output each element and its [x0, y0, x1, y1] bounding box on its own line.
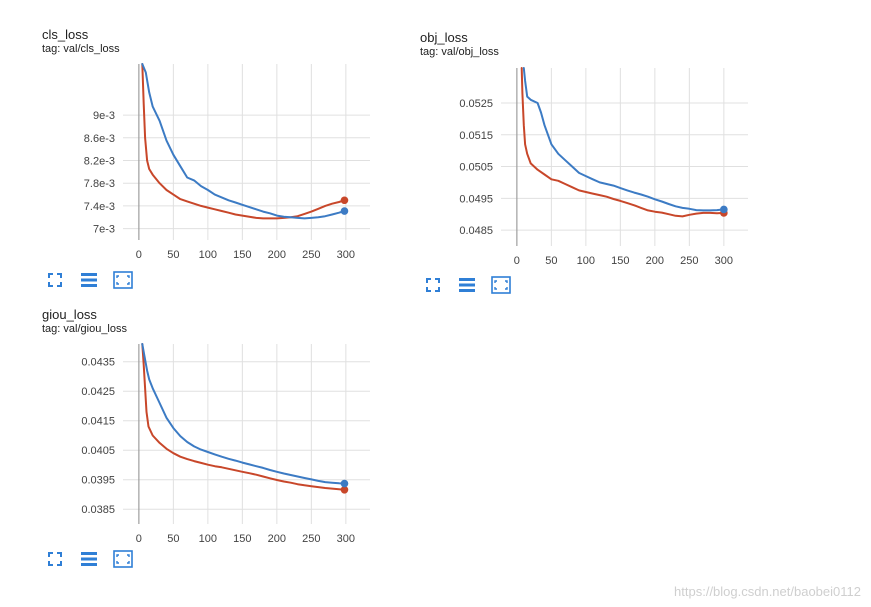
- y-tick-label: 7.4e-3: [84, 201, 115, 213]
- series-endpoint-red: [340, 196, 349, 205]
- x-tick-label: 250: [302, 249, 320, 261]
- x-tick-label: 250: [302, 533, 320, 545]
- chart-toolbar: [422, 275, 512, 295]
- chart-title: obj_loss: [420, 30, 468, 45]
- series-line-red: [141, 63, 346, 220]
- x-tick-label: 150: [233, 249, 251, 261]
- y-tick-label: 8.2e-3: [84, 156, 115, 168]
- series-line-blue: [522, 67, 725, 212]
- x-tick-label: 50: [167, 249, 179, 261]
- y-tick-label: 0.0515: [459, 130, 493, 142]
- x-tick-label: 150: [233, 533, 251, 545]
- chart-card-giou-loss: giou_loss tag: val/giou_loss 0.0385 0.039…: [0, 0, 400, 607]
- y-tick-label: 7.8e-3: [84, 178, 115, 190]
- y-tick-label: 0.0435: [81, 357, 115, 369]
- loss-chart[interactable]: 0.0385 0.0395 0.0405 0.0415 0.0425 0.0435 0 50 1…: [0, 0, 400, 560]
- x-tick-label: 300: [715, 255, 733, 267]
- x-tick-label: 200: [646, 255, 664, 267]
- x-tick-label: 200: [268, 249, 286, 261]
- y-tick-label: 0.0385: [81, 504, 115, 516]
- watermark: https://blog.csdn.net/baobei0112: [674, 584, 861, 599]
- data-table-icon[interactable]: [78, 270, 100, 290]
- series-endpoint-blue: [720, 205, 728, 214]
- series-endpoint-blue: [340, 207, 349, 215]
- x-tick-label: 300: [337, 249, 355, 261]
- chart-tag: tag: val/obj_loss: [420, 46, 499, 58]
- series-line-red: [520, 67, 725, 218]
- series-endpoint-red: [340, 485, 349, 494]
- x-tick-label: 50: [545, 255, 557, 267]
- y-tick-label: 0.0505: [459, 162, 493, 174]
- data-table-icon[interactable]: [78, 549, 100, 569]
- series-line-blue: [141, 343, 346, 485]
- x-tick-label: 50: [167, 533, 179, 545]
- fit-domain-icon[interactable]: [112, 549, 134, 569]
- y-tick-label: 0.0525: [459, 98, 493, 110]
- series-endpoint-blue: [340, 479, 349, 488]
- y-tick-label: 7e-3: [93, 224, 115, 236]
- x-tick-label: 200: [268, 533, 286, 545]
- y-tick-label: 9e-3: [93, 110, 115, 122]
- fullscreen-icon[interactable]: [422, 275, 444, 295]
- y-tick-label: 0.0395: [81, 475, 115, 487]
- y-tick-label: 0.0425: [81, 386, 115, 398]
- x-tick-label: 300: [337, 533, 355, 545]
- x-tick-label: 250: [680, 255, 698, 267]
- chart-card-obj-loss: obj_loss tag: val/obj_loss 0.0485 0.0495 0…: [0, 0, 871, 300]
- loss-chart[interactable]: 7e-3 7.4e-3 7.8e-3 8.2e-3 8.6e-3 9e-3 0 50 100 15…: [0, 0, 400, 280]
- x-tick-label: 0: [136, 533, 142, 545]
- x-tick-label: 0: [514, 255, 520, 267]
- chart-card-cls-loss: cls_loss tag: val/cls_loss 7e-3 7.4e-3 7.8…: [0, 0, 400, 300]
- fit-domain-icon[interactable]: [112, 270, 134, 290]
- chart-title: giou_loss: [42, 307, 97, 322]
- x-tick-label: 100: [199, 249, 217, 261]
- fullscreen-icon[interactable]: [44, 270, 66, 290]
- fullscreen-icon[interactable]: [44, 549, 66, 569]
- x-tick-label: 100: [577, 255, 595, 267]
- x-tick-label: 150: [611, 255, 629, 267]
- x-tick-label: 100: [199, 533, 217, 545]
- chart-tag: tag: val/giou_loss: [42, 323, 127, 335]
- loss-chart[interactable]: 0.0485 0.0495 0.0505 0.0515 0.0525 0 50 100 150 2…: [0, 0, 871, 290]
- data-table-icon[interactable]: [456, 275, 478, 295]
- x-tick-label: 0: [136, 249, 142, 261]
- chart-tag: tag: val/cls_loss: [42, 43, 120, 55]
- y-tick-label: 0.0495: [459, 193, 493, 205]
- chart-toolbar: [44, 549, 134, 569]
- fit-domain-icon[interactable]: [490, 275, 512, 295]
- y-tick-label: 0.0485: [459, 225, 493, 237]
- chart-title: cls_loss: [42, 27, 89, 42]
- y-tick-label: 0.0405: [81, 445, 115, 457]
- y-tick-label: 0.0415: [81, 416, 115, 428]
- series-line-blue: [141, 63, 346, 220]
- y-tick-label: 8.6e-3: [84, 133, 115, 145]
- chart-toolbar: [44, 270, 134, 290]
- series-line-red: [141, 343, 346, 491]
